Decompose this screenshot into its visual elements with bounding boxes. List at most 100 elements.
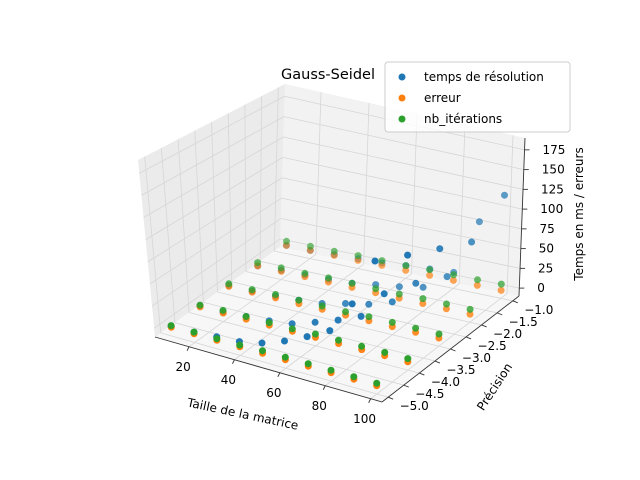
scatter-point	[412, 324, 420, 332]
scatter-point	[357, 312, 365, 320]
y-tick-label: −4.5	[415, 387, 444, 401]
scatter-point	[190, 328, 198, 336]
z-tick-label: 175	[543, 143, 566, 157]
scatter-point	[468, 238, 476, 246]
scatter-point	[365, 313, 373, 321]
x-tick-label: 20	[175, 360, 190, 374]
scatter-point	[404, 251, 412, 259]
x-tick-mark	[186, 346, 190, 351]
scatter-point	[365, 300, 373, 308]
scatter-point	[242, 313, 250, 320]
x-axis-label: Taille de la matrice	[185, 395, 300, 432]
y-tick-mark	[497, 312, 503, 316]
scatter-point	[265, 319, 273, 327]
x-tick-mark	[277, 372, 281, 377]
grid-line	[411, 113, 418, 274]
scatter-point	[219, 306, 227, 314]
scatter-point	[325, 274, 332, 282]
scatter-point	[258, 339, 266, 347]
scatter-point	[318, 302, 326, 310]
y-tick-label: −3.5	[446, 363, 475, 377]
z-axis-label: Temps en ms / erreurs	[572, 147, 586, 281]
grid-line	[160, 332, 389, 398]
z-tick-label: 75	[540, 222, 555, 236]
x-tick-mark	[368, 398, 372, 403]
legend-box	[384, 61, 571, 133]
scatter-point	[475, 218, 483, 226]
grid-line	[282, 156, 523, 210]
y-tick-mark	[512, 300, 518, 304]
grid-line	[153, 238, 281, 329]
x-tick-label: 60	[266, 386, 281, 400]
scatter-point	[436, 245, 444, 253]
scatter-point	[330, 247, 338, 255]
y-tick-label: −2.5	[478, 339, 507, 353]
grid-line	[259, 96, 263, 262]
y-axis-label: Précision	[474, 361, 515, 414]
scatter-point	[288, 320, 296, 328]
chart-points	[167, 191, 508, 390]
scatter-point	[248, 286, 256, 294]
scatter-point	[225, 280, 233, 288]
z-tick-label: 125	[541, 182, 564, 196]
grid-line	[315, 92, 322, 255]
floor-pane	[155, 247, 519, 402]
grid-line	[217, 291, 451, 350]
scatter-point	[426, 271, 434, 279]
z-tick-label: 25	[538, 261, 553, 275]
legend-marker-erreur	[398, 94, 406, 102]
scatter-point	[358, 342, 366, 350]
grid-line	[211, 121, 218, 293]
y-tick-mark	[419, 372, 425, 376]
scatter-point	[277, 264, 285, 272]
chart-axes	[154, 137, 530, 403]
grid-line	[281, 197, 521, 249]
scatter-point	[412, 279, 420, 287]
x-tick-label: 40	[221, 373, 236, 387]
y-tick-label: −2.0	[493, 327, 522, 341]
scatter-point	[388, 318, 396, 326]
scatter-point	[348, 300, 356, 308]
legend-label-temps: temps de résolution	[424, 70, 544, 84]
grid-line	[147, 177, 283, 263]
scatter-point	[301, 269, 309, 277]
scatter-point	[281, 337, 288, 345]
grid-line	[231, 281, 467, 338]
grid-line	[144, 156, 162, 333]
grid-line	[139, 95, 285, 174]
back-pane	[280, 84, 525, 296]
scatter-point	[259, 347, 266, 355]
legend-label-iterations: nb_itérations	[424, 112, 502, 126]
scatter-point	[404, 355, 412, 363]
scatter-point	[348, 279, 356, 287]
y-tick-mark	[481, 324, 487, 328]
scatter-point	[419, 300, 427, 307]
grid-line	[203, 301, 436, 362]
x-axis-line	[154, 336, 383, 403]
scatter-point	[327, 366, 335, 374]
scatter-point	[473, 281, 481, 289]
scatter-point	[443, 273, 451, 281]
grid-line	[274, 250, 513, 302]
grid-line	[174, 322, 404, 386]
legend-label-erreur: erreur	[424, 91, 461, 105]
grid-line	[244, 104, 247, 272]
grid-line	[245, 271, 482, 326]
scatter-point	[395, 283, 403, 291]
grid-line	[283, 136, 524, 190]
scatter-point	[335, 336, 342, 344]
grid-line	[506, 135, 514, 294]
scatter-point	[388, 298, 396, 306]
scatter-point	[254, 259, 262, 267]
grid-line	[363, 102, 370, 265]
scatter-point	[497, 286, 505, 294]
scatter-point	[281, 353, 289, 361]
x-tick-mark	[322, 385, 326, 390]
scatter-point	[372, 285, 380, 293]
x-tick-label: 100	[353, 412, 376, 426]
scatter-point	[196, 301, 204, 309]
scatter-point	[306, 242, 314, 250]
scatter-point	[304, 360, 312, 368]
scatter-point	[311, 318, 319, 326]
